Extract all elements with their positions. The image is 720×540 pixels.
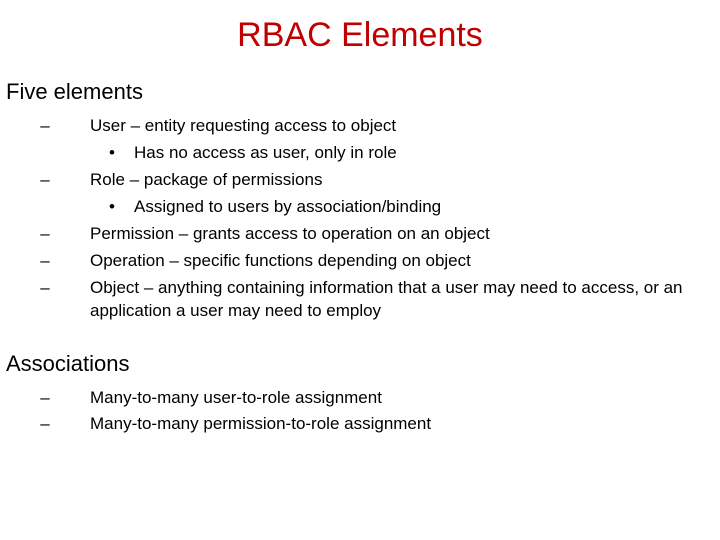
list-item-text: Permission – grants access to operation …	[90, 223, 720, 246]
list-item-text: Many-to-many permission-to-role assignme…	[90, 413, 720, 436]
list-item-text: Operation – specific functions depending…	[90, 250, 720, 273]
slide-title: RBAC Elements	[0, 0, 720, 79]
section-heading: Five elements	[0, 79, 720, 115]
list-item: – User – entity requesting access to obj…	[0, 115, 720, 142]
dash-icon: –	[0, 277, 90, 300]
dash-icon: –	[0, 413, 90, 436]
dash-icon: –	[0, 223, 90, 246]
list-item-text: Role – package of permissions	[90, 169, 720, 192]
list-item: – Permission – grants access to operatio…	[0, 223, 720, 250]
sub-list-item-text: Has no access as user, only in role	[134, 142, 720, 165]
dash-icon: –	[0, 387, 90, 410]
list-item: – Many-to-many user-to-role assignment	[0, 387, 720, 414]
list-item: – Object – anything containing informati…	[0, 277, 720, 327]
dash-icon: –	[0, 169, 90, 192]
list-item-text: Object – anything containing information…	[90, 277, 720, 323]
bullet-icon: •	[90, 142, 134, 165]
sub-list-item: • Has no access as user, only in role	[0, 142, 720, 169]
section-heading: Associations	[0, 327, 720, 387]
list-item: – Operation – specific functions dependi…	[0, 250, 720, 277]
list-item: – Role – package of permissions	[0, 169, 720, 196]
sub-list-item-text: Assigned to users by association/binding	[134, 196, 720, 219]
list-item: – Many-to-many permission-to-role assign…	[0, 413, 720, 440]
dash-icon: –	[0, 250, 90, 273]
list-item-text: User – entity requesting access to objec…	[90, 115, 720, 138]
bullet-icon: •	[90, 196, 134, 219]
dash-icon: –	[0, 115, 90, 138]
list-item-text: Many-to-many user-to-role assignment	[90, 387, 720, 410]
sub-list-item: • Assigned to users by association/bindi…	[0, 196, 720, 223]
